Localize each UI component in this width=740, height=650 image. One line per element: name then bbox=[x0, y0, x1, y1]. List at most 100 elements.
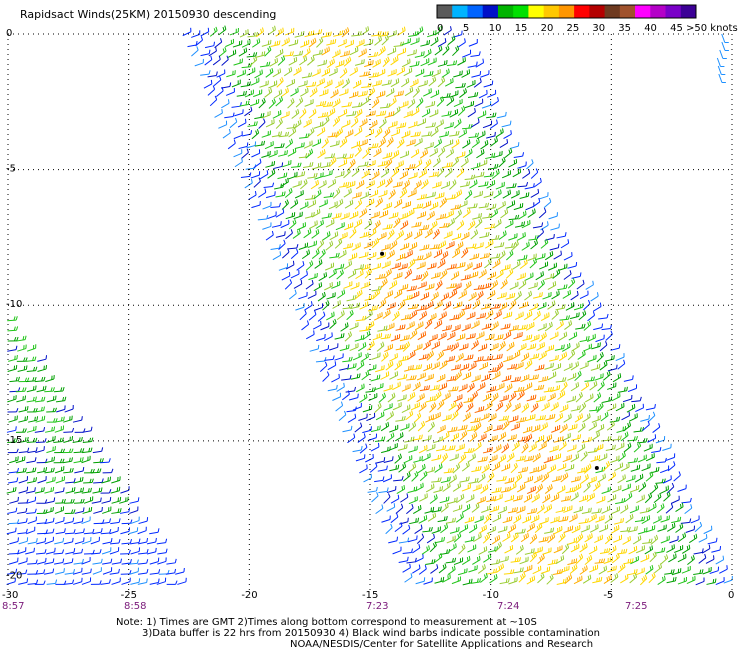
wind-barb bbox=[407, 49, 417, 57]
wind-barb bbox=[262, 201, 272, 210]
wind-barb bbox=[657, 575, 666, 585]
wind-barb bbox=[471, 466, 482, 473]
wind-barb bbox=[91, 549, 102, 555]
wind-barb bbox=[340, 212, 350, 220]
wind-barb bbox=[527, 508, 538, 515]
wind-barb bbox=[685, 525, 695, 533]
wind-barb bbox=[380, 278, 388, 289]
wind-barb bbox=[418, 564, 427, 575]
wind-barb bbox=[472, 262, 482, 270]
legend-swatch bbox=[665, 5, 682, 18]
y-axis-label: -15 bbox=[6, 435, 22, 446]
wind-barb bbox=[686, 575, 696, 585]
wind-barb bbox=[416, 211, 427, 219]
wind-barb bbox=[327, 107, 336, 118]
wind-barb bbox=[291, 162, 302, 168]
wind-barb bbox=[495, 128, 504, 138]
wind-barb bbox=[627, 436, 638, 442]
wind-barb bbox=[547, 559, 558, 566]
wind-barb bbox=[526, 343, 537, 351]
wind-barb bbox=[378, 392, 387, 403]
wind-barb bbox=[229, 27, 239, 36]
wind-barb bbox=[449, 108, 459, 118]
wind-barb bbox=[252, 38, 261, 48]
wind-barb bbox=[537, 463, 547, 473]
legend-swatch bbox=[635, 5, 651, 18]
wind-barb bbox=[641, 515, 651, 524]
wind-barb bbox=[593, 323, 604, 331]
wind-barb bbox=[424, 373, 434, 382]
wind-barb bbox=[581, 381, 590, 392]
wind-barb bbox=[581, 507, 592, 514]
wind-barb bbox=[427, 57, 437, 66]
wind-barb bbox=[17, 518, 28, 525]
wind-barb bbox=[63, 467, 74, 474]
wind-barb bbox=[572, 483, 582, 493]
wind-barb bbox=[705, 555, 715, 564]
wind-barb bbox=[365, 453, 374, 463]
wind-barb bbox=[7, 507, 18, 514]
wind-barb bbox=[539, 422, 548, 432]
wind-barb bbox=[8, 557, 19, 565]
wind-barb bbox=[348, 158, 356, 170]
wind-barb bbox=[464, 148, 473, 159]
wind-barb bbox=[532, 565, 542, 575]
wind-barb bbox=[18, 557, 28, 565]
legend-swatch bbox=[513, 5, 529, 18]
wind-barb bbox=[329, 231, 339, 241]
wind-barb bbox=[54, 425, 65, 433]
wind-barb bbox=[245, 164, 257, 170]
wind-barb bbox=[424, 283, 435, 291]
wind-barb bbox=[501, 374, 512, 382]
wind-barb bbox=[241, 148, 249, 159]
wind-barb bbox=[283, 66, 293, 77]
wind-barb bbox=[325, 240, 334, 251]
wind-barb bbox=[488, 367, 499, 373]
wind-barb bbox=[34, 406, 45, 413]
wind-barb bbox=[698, 534, 708, 543]
wind-barb bbox=[73, 498, 85, 504]
wind-barb bbox=[457, 57, 466, 66]
wind-barb bbox=[502, 532, 511, 542]
wind-barb bbox=[402, 179, 411, 190]
wind-barb bbox=[293, 211, 303, 220]
wind-barb bbox=[74, 537, 85, 545]
wind-barb bbox=[238, 142, 249, 150]
wind-barb bbox=[464, 189, 473, 201]
wind-barb bbox=[347, 433, 356, 444]
wind-barb bbox=[469, 253, 480, 261]
wind-barb bbox=[446, 283, 457, 289]
wind-barb bbox=[365, 110, 376, 117]
wind-barb bbox=[385, 360, 394, 371]
wind-barb bbox=[611, 435, 622, 441]
wind-barb bbox=[246, 52, 258, 58]
legend-swatch bbox=[574, 5, 590, 18]
wind-barb bbox=[149, 578, 160, 585]
wind-barb bbox=[415, 482, 424, 492]
wind-barb bbox=[462, 139, 471, 149]
wind-barb bbox=[267, 25, 276, 36]
wind-barb bbox=[9, 456, 19, 464]
wind-barb bbox=[425, 395, 436, 403]
wind-barb bbox=[310, 179, 319, 190]
wind-barb bbox=[536, 228, 545, 239]
wind-barb bbox=[452, 282, 462, 291]
axis-labels: 0-5-10-15-20-30 -25 -20 -15 -10 -5 08:57 8:58 7:… bbox=[2, 28, 734, 612]
wind-barb bbox=[626, 403, 636, 413]
wind-barb bbox=[590, 455, 601, 462]
wind-barb bbox=[687, 555, 695, 565]
wind-barb bbox=[481, 464, 490, 474]
wind-barb bbox=[386, 249, 395, 260]
wind-barb bbox=[278, 263, 289, 271]
wind-barb bbox=[429, 109, 439, 118]
wind-barb bbox=[399, 170, 409, 180]
wind-barb bbox=[407, 350, 416, 360]
wind-barb bbox=[535, 435, 545, 443]
wind-barb bbox=[433, 138, 442, 149]
wind-barb bbox=[195, 36, 203, 47]
wind-barb bbox=[512, 168, 522, 178]
wind-barb bbox=[382, 127, 391, 139]
wind-barb bbox=[496, 476, 507, 482]
wind-barb bbox=[452, 45, 460, 57]
wind-barb bbox=[623, 442, 632, 453]
